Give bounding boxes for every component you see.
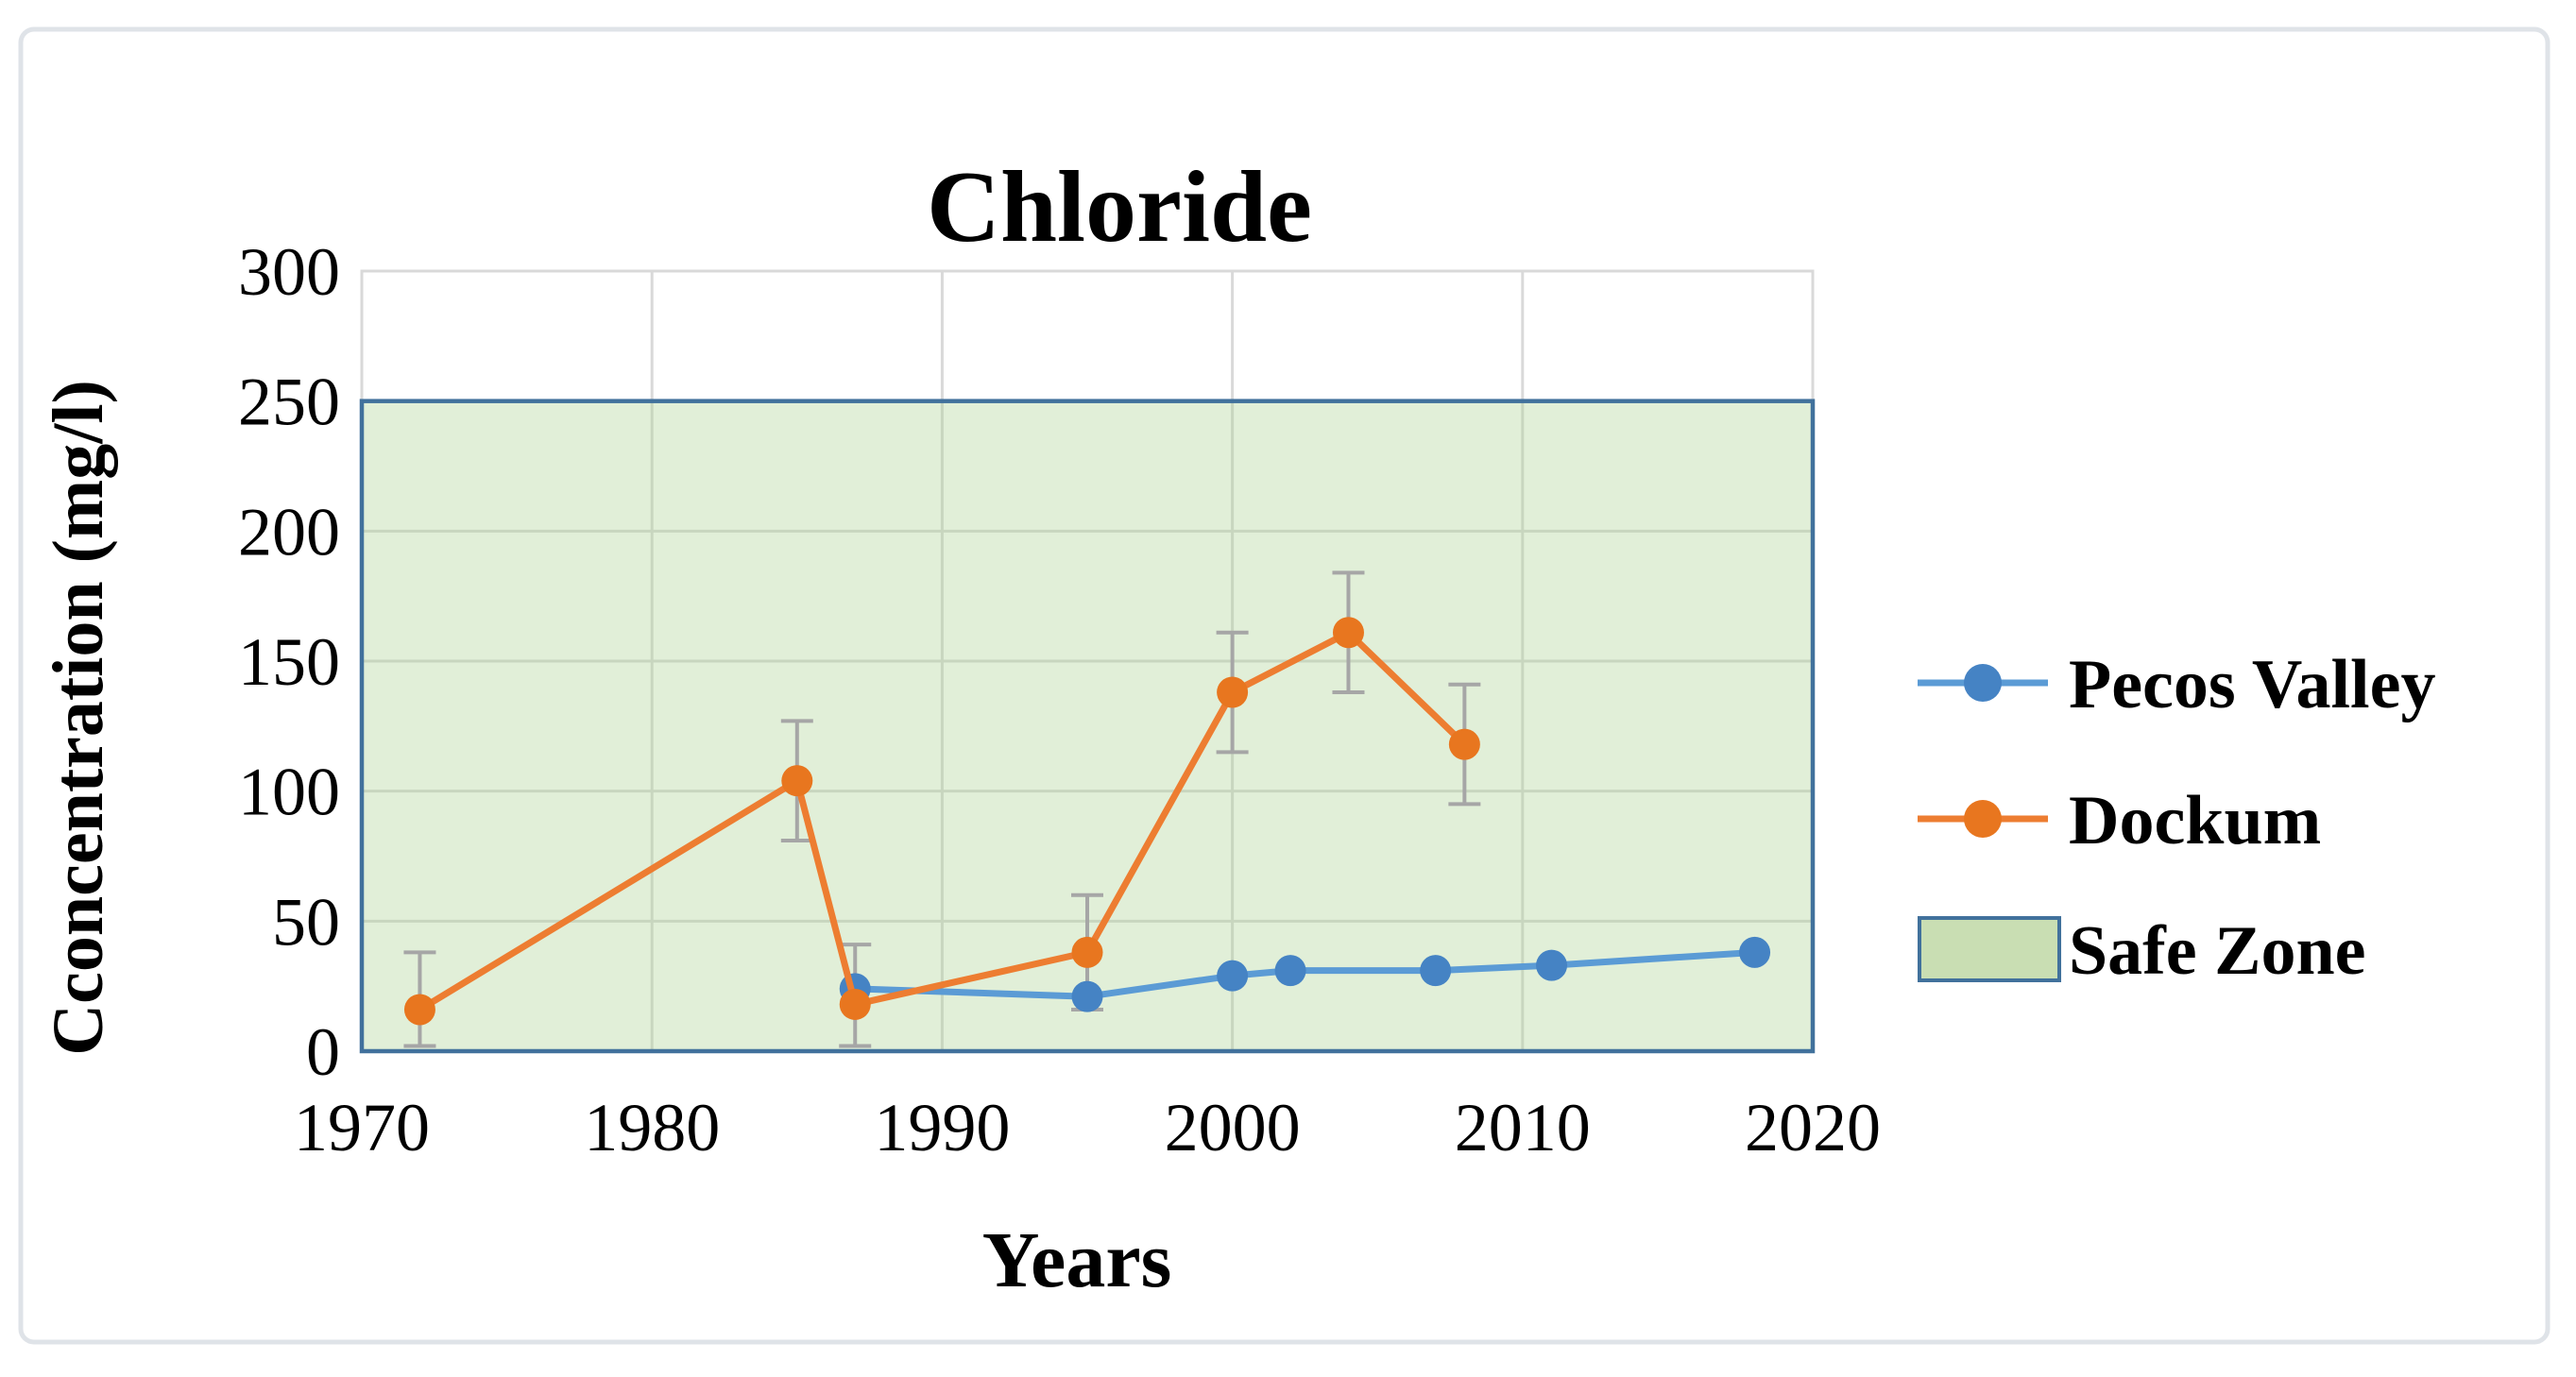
chart-title: Chloride (927, 151, 1312, 264)
data-point-dockum-2008 (1448, 728, 1480, 760)
data-point-pecos-valley-2000 (1217, 960, 1249, 992)
x-tick-label-2000: 2000 (1165, 1090, 1301, 1165)
x-tick-label-1980: 1980 (584, 1090, 720, 1165)
y-tick-label-250: 250 (238, 365, 340, 440)
y-tick-label-300: 300 (238, 234, 340, 310)
x-tick-label-1970: 1970 (294, 1090, 430, 1165)
data-point-pecos-valley-2018 (1739, 936, 1771, 968)
x-tick-label-2020: 2020 (1745, 1090, 1881, 1165)
legend-glyphs (1918, 664, 2061, 982)
legend: Pecos Valley Dockum Safe Zone (1918, 646, 2435, 990)
legend-marker-pecos-valley (1964, 664, 2002, 702)
y-tick-label-150: 150 (238, 624, 340, 700)
y-tick-label-0: 0 (306, 1014, 340, 1090)
data-point-dockum-2000 (1217, 676, 1249, 708)
error-bars-layer (403, 570, 1481, 1048)
y-axis-title: Cconcentration (mg/l) (39, 380, 118, 1056)
data-point-dockum-1987 (839, 988, 871, 1020)
x-tick-label-1990: 1990 (874, 1090, 1010, 1165)
data-point-dockum-1985 (781, 765, 813, 797)
series-layer (403, 617, 1771, 1026)
legend-label-safe-zone: Safe Zone (2069, 912, 2366, 990)
x-axis-title: Years (982, 1216, 1172, 1304)
y-tick-label-200: 200 (238, 494, 340, 570)
data-point-dockum-1995 (1071, 936, 1103, 968)
y-tick-label-50: 50 (272, 884, 340, 960)
legend-label-dockum: Dockum (2069, 782, 2321, 859)
tick-labels-layer: 0 50 100 150 200 250 300 1970 1980 1990 2000 2010 20… (238, 234, 1881, 1165)
data-point-pecos-valley-2002 (1274, 955, 1306, 987)
legend-swatch-safe-zone (1918, 916, 2061, 982)
x-tick-label-2010: 2010 (1455, 1090, 1591, 1165)
data-point-dockum-1972 (403, 994, 435, 1026)
legend-label-pecos-valley: Pecos Valley (2069, 646, 2435, 723)
data-point-pecos-valley-2007 (1420, 955, 1452, 987)
legend-marker-dockum (1964, 800, 2002, 838)
data-point-dockum-2004 (1332, 617, 1364, 649)
data-point-pecos-valley-2011 (1536, 949, 1568, 981)
data-point-pecos-valley-1995 (1071, 980, 1103, 1012)
y-tick-label-100: 100 (238, 755, 340, 830)
